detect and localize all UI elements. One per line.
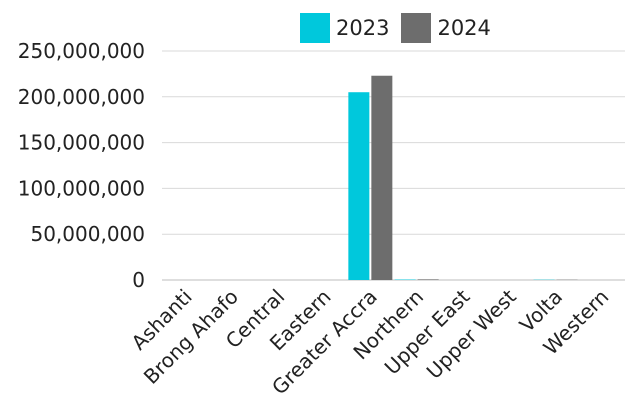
legend-item-2024: 2024: [401, 13, 491, 43]
y-tick-label: 200,000,000: [18, 85, 145, 109]
bar-2024-northern: [417, 279, 439, 280]
legend-swatch-2024: [401, 13, 432, 43]
legend-item-2023: 2023: [300, 13, 389, 43]
bar-2024-greater-accra: [371, 75, 393, 281]
y-axis-ticks: 0 50,000,000 100,000,000 150,000,000 200,000…: [18, 39, 145, 292]
bar-2023-greater-accra: [348, 92, 370, 280]
gridlines: [162, 50, 625, 281]
y-tick-label: 50,000,000: [30, 222, 145, 246]
y-tick-label: 250,000,000: [18, 39, 145, 63]
bars: [348, 75, 578, 281]
y-tick-label: 0: [132, 268, 145, 292]
chart-legend: 2023 2024: [300, 13, 503, 43]
y-tick-label: 100,000,000: [18, 176, 145, 200]
legend-label-2024: 2024: [437, 16, 491, 40]
legend-label-2023: 2023: [336, 16, 390, 40]
legend-swatch-2023: [300, 13, 330, 43]
y-tick-label: 150,000,000: [18, 131, 145, 155]
